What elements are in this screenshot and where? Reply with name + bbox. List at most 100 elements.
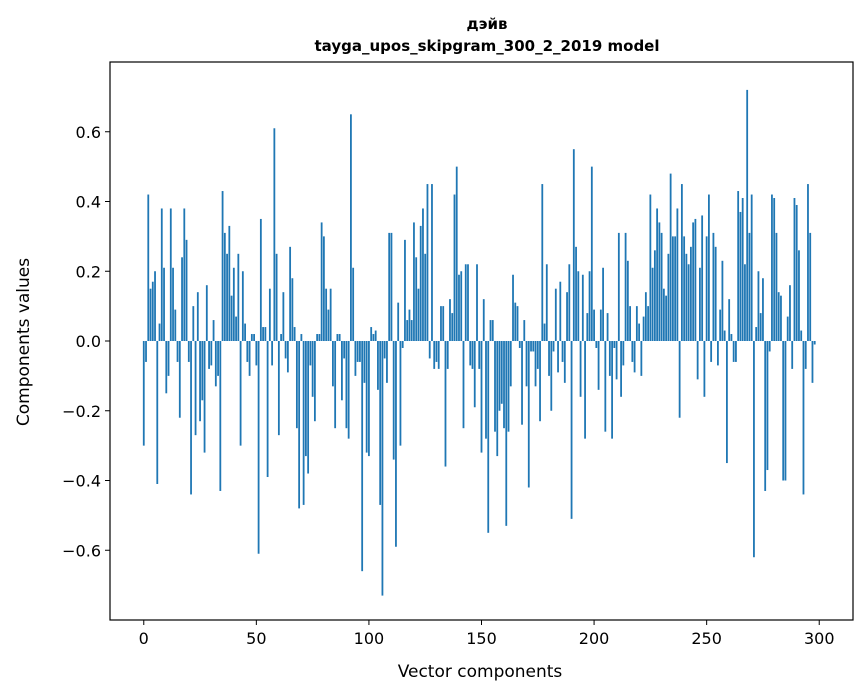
bar — [257, 341, 260, 554]
bar — [309, 341, 312, 366]
bar — [568, 264, 571, 341]
bar — [811, 341, 814, 383]
bar — [759, 313, 762, 341]
bar — [505, 341, 508, 526]
x-tick-label: 250 — [691, 629, 722, 648]
bar — [262, 327, 264, 341]
bar — [543, 323, 546, 341]
bar — [232, 267, 235, 341]
bar — [593, 309, 595, 341]
bar — [453, 194, 456, 341]
bar — [611, 341, 613, 439]
bar — [365, 341, 368, 453]
x-tick-label: 100 — [354, 629, 385, 648]
bar — [667, 253, 670, 341]
bar — [458, 274, 460, 341]
bar — [595, 341, 598, 348]
bar — [699, 267, 701, 341]
bar — [307, 341, 310, 474]
bar — [399, 341, 402, 446]
bar — [525, 341, 528, 387]
bar — [705, 236, 708, 342]
bar — [480, 341, 483, 453]
bar — [791, 341, 794, 369]
bar — [584, 341, 586, 439]
bar — [746, 89, 749, 342]
bar — [244, 323, 246, 341]
bar — [744, 264, 746, 341]
bar — [210, 341, 213, 366]
x-axis-label: Vector components — [398, 662, 563, 682]
bar — [793, 198, 796, 341]
bar — [656, 208, 659, 341]
chart-title-line2: tayga_upos_skipgram_300_2_2019 model — [315, 37, 660, 55]
bar — [539, 341, 541, 422]
bar — [671, 236, 674, 342]
bar — [190, 341, 192, 495]
bar — [721, 260, 724, 341]
bar — [696, 341, 699, 380]
bar — [631, 341, 634, 362]
bar — [203, 341, 206, 453]
bar — [676, 208, 679, 341]
bar — [653, 250, 656, 341]
bar — [172, 267, 174, 341]
bar — [268, 288, 271, 341]
bar — [710, 341, 713, 362]
bar — [748, 232, 751, 341]
bar — [428, 341, 431, 359]
bar — [784, 341, 787, 481]
bar — [397, 302, 400, 341]
bar — [266, 341, 269, 478]
x-axis-ticks: 0 50 100 150 200 250 300 — [139, 620, 835, 648]
bar — [442, 306, 445, 342]
bar — [809, 232, 812, 341]
bar — [714, 246, 717, 341]
bar — [622, 341, 625, 366]
bar — [494, 341, 496, 432]
y-tick-label: 0.4 — [76, 193, 101, 212]
bar — [192, 306, 195, 342]
bar — [579, 341, 582, 397]
bar — [426, 184, 429, 341]
bar — [514, 302, 517, 341]
bar — [325, 288, 328, 341]
bar — [354, 341, 357, 376]
bar — [271, 341, 274, 366]
bar — [424, 253, 427, 341]
x-tick-label: 50 — [246, 629, 266, 648]
bar — [561, 341, 564, 362]
bar — [415, 257, 418, 341]
bar — [149, 288, 152, 341]
bar — [629, 306, 631, 342]
bar — [284, 341, 287, 359]
bar — [350, 114, 352, 341]
bar — [201, 341, 204, 401]
bar — [205, 285, 208, 341]
bar — [221, 191, 224, 341]
bar — [530, 341, 532, 352]
bar — [590, 166, 593, 342]
bar — [386, 341, 388, 383]
bar — [275, 253, 278, 341]
bar — [332, 341, 334, 387]
bar — [169, 208, 172, 341]
bar — [638, 323, 641, 341]
bar — [597, 341, 600, 390]
bar — [602, 267, 604, 341]
y-axis-ticks: −0.6 −0.4 −0.2 0.0 0.2 0.4 0.6 — [62, 123, 110, 560]
bar — [572, 149, 575, 341]
bar — [750, 194, 753, 341]
bar — [334, 341, 337, 429]
bar — [370, 327, 373, 341]
bar — [460, 271, 463, 341]
bar — [239, 341, 242, 446]
bar — [282, 292, 285, 341]
bar — [599, 309, 602, 341]
bar — [626, 260, 629, 341]
bar — [379, 341, 382, 505]
bar — [559, 281, 562, 341]
bar — [545, 264, 548, 341]
bar — [223, 232, 226, 341]
